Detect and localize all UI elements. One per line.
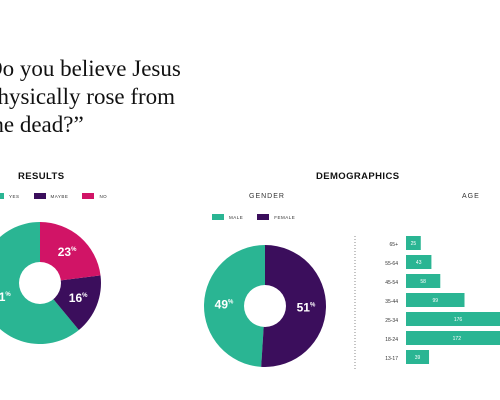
age-bar-value: 99	[432, 298, 438, 304]
legend-label: MAYBE	[50, 193, 69, 199]
gender-heading: GENDER	[249, 193, 285, 200]
legend-label: NO	[99, 193, 108, 199]
slice-male	[203, 244, 265, 367]
legend-swatch	[257, 214, 270, 220]
legend-item-maybe: MAYBE	[33, 193, 69, 199]
age-category-label: 35-44	[385, 299, 398, 305]
legend-item-yes: YES	[0, 193, 20, 199]
age-bar-13-17	[406, 350, 430, 364]
age-bar-55-64	[406, 255, 432, 269]
age-category-label: 65+	[390, 242, 399, 248]
age-bar-value: 58	[420, 279, 426, 285]
legend-label: MALE	[229, 214, 244, 220]
gender-donut-chart: 49% 51%	[203, 244, 326, 367]
slice-unit: %	[310, 302, 316, 308]
donut-hole	[19, 262, 61, 304]
age-category-label: 45-54	[385, 280, 398, 286]
slice-label-yes: 61%	[0, 290, 11, 304]
slice-unit: %	[82, 293, 88, 299]
slice-female	[261, 245, 326, 367]
legend-label: FEMALE	[274, 214, 296, 220]
age-category-label: 55-64	[385, 261, 398, 267]
question-title: Do you believe Jesus physically rose fro…	[0, 56, 181, 137]
age-bar-25-34	[406, 312, 500, 326]
results-legend: YES MAYBE NO	[0, 193, 121, 199]
age-category-label: 13-17	[385, 356, 398, 362]
slice-unit: %	[71, 247, 77, 253]
age-heading: AGE	[462, 193, 480, 200]
slice-unit: %	[5, 292, 11, 298]
legend-item-female: FEMALE	[257, 214, 295, 220]
results-donut-chart: 61%16%23%	[0, 222, 101, 344]
age-bar-65+	[406, 236, 421, 250]
legend-swatch	[0, 193, 4, 199]
age-bar-value: 25	[411, 241, 417, 247]
legend-swatch	[82, 193, 95, 199]
slice-unit: %	[228, 300, 234, 306]
legend-label: YES	[9, 193, 20, 199]
legend-swatch	[33, 193, 46, 199]
age-bar-chart: 65+ 25 55-64 43 45-54 58 35-44 99 25-34 176 18-24 1…	[354, 236, 500, 370]
results-heading: RESULTS	[18, 171, 65, 182]
legend-swatch	[212, 214, 224, 220]
legend-item-no: NO	[82, 193, 107, 199]
age-bar-value: 176	[454, 317, 463, 323]
age-bar-value: 39	[415, 355, 421, 361]
demographics-heading: DEMOGRAPHICS	[316, 171, 400, 182]
donut-hole	[244, 285, 286, 327]
legend-item-male: MALE	[212, 214, 243, 220]
age-category-label: 18-24	[385, 337, 398, 343]
age-bar-35-44	[406, 293, 465, 307]
gender-legend: MALE FEMALE	[212, 214, 309, 220]
age-bar-45-54	[406, 274, 441, 288]
age-category-label: 25-34	[385, 318, 398, 324]
age-bar-value: 43	[416, 260, 422, 266]
slice-no	[40, 222, 101, 283]
age-bar-18-24	[406, 331, 500, 345]
age-bar-value: 172	[453, 336, 462, 342]
